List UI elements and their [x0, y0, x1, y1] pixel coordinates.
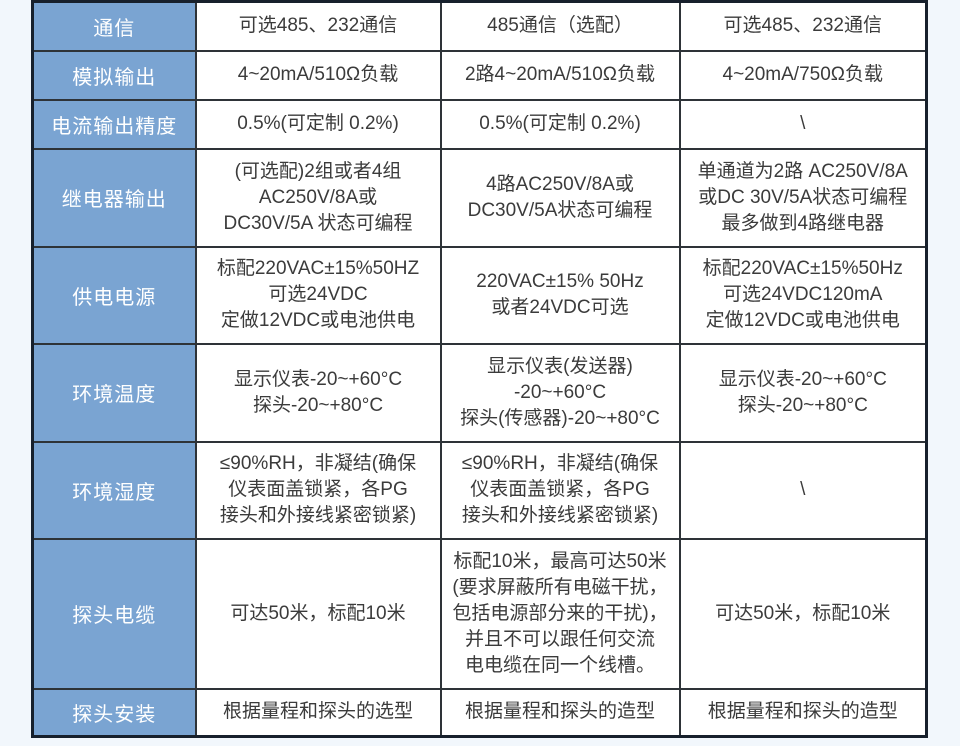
table-row: 模拟输出 4~20mA/510Ω负载 2路4~20mA/510Ω负载 4~20mA/7…: [31, 49, 928, 101]
spec-cell: 根据量程和探头的造型: [678, 687, 928, 738]
spec-cell: 可达50米，标配10米: [194, 537, 442, 690]
spec-cell: 标配220VAC±15%50HZ 可选24VDC 定做12VDC或电池供电: [194, 245, 442, 345]
row-header: 探头电缆: [31, 537, 197, 690]
spec-cell: 标配10米，最高可达50米 (要求屏蔽所有电磁干扰， 包括电源部分来的干扰)， …: [439, 537, 681, 690]
table-row: 电流输出精度 0.5%(可定制 0.2%) 0.5%(可定制 0.2%) \: [31, 98, 928, 150]
spec-cell: 485通信（选配）: [439, 0, 681, 52]
spec-cell: 可选485、232通信: [678, 0, 928, 52]
table-row: 环境湿度 ≤90%RH，非凝结(确保 仪表面盖锁紧，各PG 接头和外接线紧密锁紧)…: [31, 440, 928, 540]
spec-cell: 根据量程和探头的选型: [194, 687, 442, 738]
spec-cell: 4~20mA/750Ω负载: [678, 49, 928, 101]
row-header: 继电器输出: [31, 147, 197, 248]
spec-cell: \: [678, 440, 928, 540]
spec-cell: 2路4~20mA/510Ω负载: [439, 49, 681, 101]
spec-cell: 0.5%(可定制 0.2%): [439, 98, 681, 150]
spec-cell: 4路AC250V/8A或 DC30V/5A状态可编程: [439, 147, 681, 248]
spec-cell: 可选485、232通信: [194, 0, 442, 52]
spec-cell: 显示仪表(发送器) -20~+60°C 探头(传感器)-20~+80°C: [439, 342, 681, 443]
spec-cell: (可选配)2组或者4组 AC250V/8A或 DC30V/5A 状态可编程: [194, 147, 442, 248]
spec-cell: ≤90%RH，非凝结(确保 仪表面盖锁紧，各PG 接头和外接线紧密锁紧): [194, 440, 442, 540]
row-header: 电流输出精度: [31, 98, 197, 150]
table-row: 环境温度 显示仪表-20~+60°C 探头-20~+80°C 显示仪表(发送器) -…: [31, 342, 928, 443]
spec-cell: 根据量程和探头的造型: [439, 687, 681, 738]
spec-table-container: 通信 可选485、232通信 485通信（选配） 可选485、232通信 模拟输出 4~2…: [31, 0, 928, 738]
spec-cell: \: [678, 98, 928, 150]
row-header: 模拟输出: [31, 49, 197, 101]
spec-cell: ≤90%RH，非凝结(确保 仪表面盖锁紧，各PG 接头和外接线紧密锁紧): [439, 440, 681, 540]
spec-table: 通信 可选485、232通信 485通信（选配） 可选485、232通信 模拟输出 4~2…: [31, 0, 928, 738]
table-row: 探头安装 根据量程和探头的选型 根据量程和探头的造型 根据量程和探头的造型: [31, 687, 928, 738]
spec-cell: 显示仪表-20~+60°C 探头-20~+80°C: [678, 342, 928, 443]
spec-cell: 单通道为2路 AC250V/8A 或DC 30V/5A状态可编程 最多做到4路继…: [678, 147, 928, 248]
row-header: 探头安装: [31, 687, 197, 738]
spec-cell: 标配220VAC±15%50Hz 可选24VDC120mA 定做12VDC或电池…: [678, 245, 928, 345]
table-row: 继电器输出 (可选配)2组或者4组 AC250V/8A或 DC30V/5A 状态可…: [31, 147, 928, 248]
spec-table-body: 通信 可选485、232通信 485通信（选配） 可选485、232通信 模拟输出 4~2…: [31, 0, 928, 738]
row-header: 供电电源: [31, 245, 197, 345]
spec-cell: 显示仪表-20~+60°C 探头-20~+80°C: [194, 342, 442, 443]
table-row: 通信 可选485、232通信 485通信（选配） 可选485、232通信: [31, 0, 928, 52]
row-header: 环境湿度: [31, 440, 197, 540]
row-header: 通信: [31, 0, 197, 52]
table-row: 供电电源 标配220VAC±15%50HZ 可选24VDC 定做12VDC或电池供…: [31, 245, 928, 345]
spec-cell: 4~20mA/510Ω负载: [194, 49, 442, 101]
row-header: 环境温度: [31, 342, 197, 443]
spec-cell: 0.5%(可定制 0.2%): [194, 98, 442, 150]
table-row: 探头电缆 可达50米，标配10米 标配10米，最高可达50米 (要求屏蔽所有电磁干扰…: [31, 537, 928, 690]
spec-cell: 可达50米，标配10米: [678, 537, 928, 690]
spec-cell: 220VAC±15% 50Hz 或者24VDC可选: [439, 245, 681, 345]
